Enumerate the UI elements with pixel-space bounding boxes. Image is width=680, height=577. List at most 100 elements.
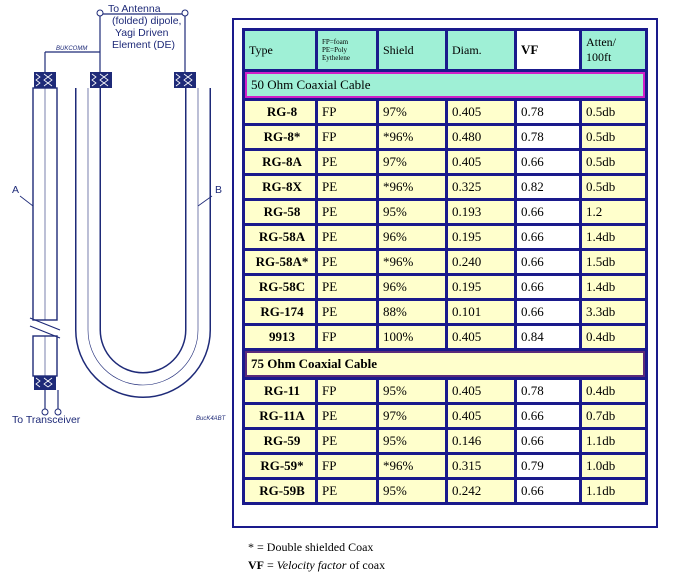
cell-diel: PE	[318, 405, 376, 427]
table-row: RG-8* FP *96% 0.480 0.78 0.5db	[245, 126, 645, 148]
section-50-ohm: 50 Ohm Coaxial Cable	[245, 72, 645, 98]
credit-top: BUKCOMM	[56, 46, 87, 52]
cell-type: RG-58A	[245, 226, 315, 248]
cell-atten: 3.3db	[582, 301, 645, 323]
cell-diam: 0.405	[448, 101, 514, 123]
table-row: RG-58A PE 96% 0.195 0.66 1.4db	[245, 226, 645, 248]
coax-spec-table: Type FP=foam PE=Poly Eythelene Shield Di…	[242, 28, 648, 505]
cell-diel: PE	[318, 301, 376, 323]
cell-shield: 96%	[379, 276, 445, 298]
cell-vfcell: 0.66	[517, 251, 579, 273]
cell-diam: 0.480	[448, 126, 514, 148]
cell-shield: 95%	[379, 430, 445, 452]
antenna-label-line-3: Yagi Driven	[115, 27, 169, 39]
cell-shield: 100%	[379, 326, 445, 348]
cell-vfcell: 0.78	[517, 380, 579, 402]
cell-diam: 0.405	[448, 326, 514, 348]
cell-atten: 0.4db	[582, 326, 645, 348]
antenna-terminal-right	[181, 9, 189, 17]
cell-atten: 0.5db	[582, 176, 645, 198]
header-atten: Atten/ 100ft	[582, 31, 645, 69]
rows-75-ohm: RG-11 FP 95% 0.405 0.78 0.4db RG-11A PE 97% 0.405…	[245, 380, 645, 502]
transceiver-terminal-right	[54, 408, 62, 416]
table-row: RG-58 PE 95% 0.193 0.66 1.2	[245, 201, 645, 223]
table-row: RG-174 PE 88% 0.101 0.66 3.3db	[245, 301, 645, 323]
cell-diel: PE	[318, 480, 376, 502]
cell-diel: PE	[318, 151, 376, 173]
footnote-double-shield: * = Double shielded Coax	[248, 540, 374, 554]
table-row: RG-59 PE 95% 0.146 0.66 1.1db	[245, 430, 645, 452]
cell-shield: *96%	[379, 176, 445, 198]
table-row: RG-58C PE 96% 0.195 0.66 1.4db	[245, 276, 645, 298]
section-75-ohm: 75 Ohm Coaxial Cable	[245, 351, 645, 377]
cell-diel: FP	[318, 126, 376, 148]
cell-shield: 97%	[379, 151, 445, 173]
cell-atten: 0.5db	[582, 151, 645, 173]
coax-left-straight	[29, 72, 61, 390]
cell-type: RG-8X	[245, 176, 315, 198]
cell-atten: 1.5db	[582, 251, 645, 273]
section-75-ohm-title: 75 Ohm Coaxial Cable	[245, 351, 645, 377]
cell-diel: FP	[318, 455, 376, 477]
cell-diam: 0.405	[448, 380, 514, 402]
cell-vfcell: 0.78	[517, 101, 579, 123]
cell-type: RG-174	[245, 301, 315, 323]
cell-vfcell: 0.66	[517, 226, 579, 248]
cell-diam: 0.405	[448, 151, 514, 173]
cell-shield: *96%	[379, 126, 445, 148]
cell-diam: 0.146	[448, 430, 514, 452]
rows-50-ohm: RG-8 FP 97% 0.405 0.78 0.5db RG-8* FP *96% 0.480 0…	[245, 101, 645, 348]
cell-atten: 0.4db	[582, 380, 645, 402]
transceiver-terminal-left	[41, 408, 49, 416]
cell-type: RG-59*	[245, 455, 315, 477]
cell-diam: 0.325	[448, 176, 514, 198]
header-dielectric: FP=foam PE=Poly Eythelene	[318, 31, 376, 69]
table-row: RG-11A PE 97% 0.405 0.66 0.7db	[245, 405, 645, 427]
cell-diam: 0.315	[448, 455, 514, 477]
cell-diel: PE	[318, 226, 376, 248]
header-diam: Diam.	[448, 31, 514, 69]
cell-vfcell: 0.66	[517, 405, 579, 427]
transceiver-label: To Transceiver	[12, 414, 81, 426]
cell-atten: 1.4db	[582, 276, 645, 298]
cell-shield: *96%	[379, 251, 445, 273]
cell-type: RG-11A	[245, 405, 315, 427]
cell-vfcell: 0.78	[517, 126, 579, 148]
footnote-vf: VF = Velocity factor of coax	[248, 558, 386, 572]
cell-diam: 0.195	[448, 226, 514, 248]
cell-type: RG-58C	[245, 276, 315, 298]
cell-vfcell: 0.66	[517, 151, 579, 173]
table-row: RG-11 FP 95% 0.405 0.78 0.4db	[245, 380, 645, 402]
cell-atten: 1.4db	[582, 226, 645, 248]
table-row: RG-8X PE *96% 0.325 0.82 0.5db	[245, 176, 645, 198]
cell-vfcell: 0.66	[517, 301, 579, 323]
cell-shield: 95%	[379, 201, 445, 223]
cell-type: RG-58	[245, 201, 315, 223]
cell-atten: 1.2	[582, 201, 645, 223]
cell-diel: PE	[318, 430, 376, 452]
header-vf: VF	[517, 31, 579, 69]
cell-diel: PE	[318, 201, 376, 223]
cell-shield: 96%	[379, 226, 445, 248]
antenna-terminal-left	[96, 9, 104, 17]
cell-atten: 1.1db	[582, 430, 645, 452]
feed-wires	[44, 13, 186, 410]
cell-type: RG-8*	[245, 126, 315, 148]
cell-diel: PE	[318, 251, 376, 273]
cell-shield: *96%	[379, 455, 445, 477]
cell-vfcell: 0.82	[517, 176, 579, 198]
cell-type: RG-8A	[245, 151, 315, 173]
cell-type: RG-58A*	[245, 251, 315, 273]
cell-type: 9913	[245, 326, 315, 348]
label-a: A	[12, 184, 19, 196]
cell-vfcell: 0.66	[517, 201, 579, 223]
cell-vfcell: 0.66	[517, 430, 579, 452]
cell-diel: FP	[318, 101, 376, 123]
cell-diam: 0.240	[448, 251, 514, 273]
footnotes: * = Double shielded Coax VF = Velocity f…	[248, 538, 385, 574]
cell-type: RG-59	[245, 430, 315, 452]
cell-diam: 0.405	[448, 405, 514, 427]
cell-vfcell: 0.66	[517, 480, 579, 502]
cell-shield: 97%	[379, 405, 445, 427]
cell-atten: 0.5db	[582, 126, 645, 148]
